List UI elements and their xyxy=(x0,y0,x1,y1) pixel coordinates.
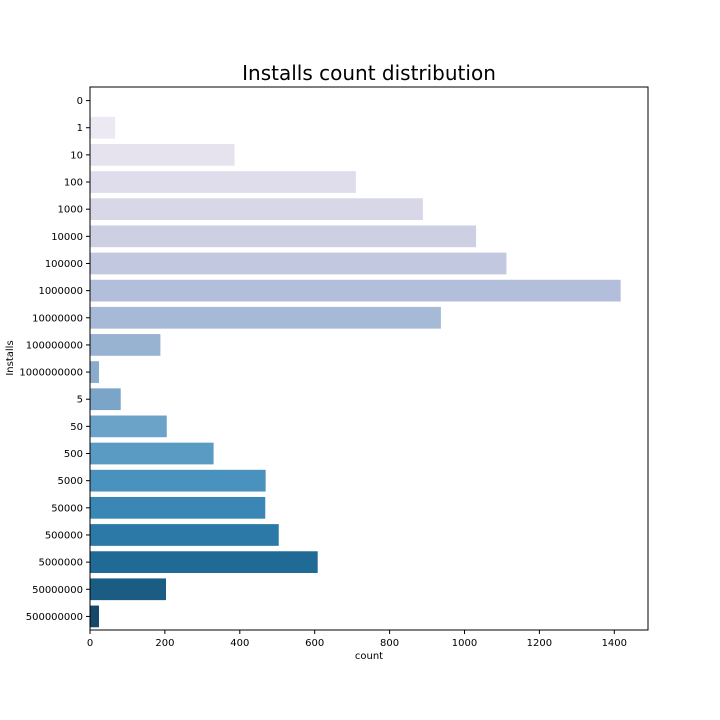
x-tick-label: 400 xyxy=(230,638,249,649)
y-tick-label: 10000000 xyxy=(32,313,83,324)
x-tick-label: 1000 xyxy=(452,638,477,649)
bar-1000000000 xyxy=(90,361,99,383)
y-tick-label: 500000000 xyxy=(26,612,83,623)
y-tick-label: 100 xyxy=(64,178,83,189)
y-tick-label: 1000000000 xyxy=(19,368,83,379)
x-axis-label: count xyxy=(355,651,383,662)
bar-500000000 xyxy=(90,605,99,628)
bar-1000000 xyxy=(90,279,621,302)
bar-1000 xyxy=(90,198,423,221)
y-tick-label: 100000000 xyxy=(26,340,83,351)
y-tick-label: 5 xyxy=(77,395,83,406)
y-axis-label: Installs xyxy=(5,340,16,375)
bars xyxy=(90,89,621,628)
y-tick-label: 10 xyxy=(70,150,83,161)
bar-100000 xyxy=(90,252,507,275)
y-tick-label: 0 xyxy=(77,96,83,107)
y-tick-label: 1 xyxy=(77,123,83,134)
x-tick-label: 800 xyxy=(380,638,399,649)
bar-50000 xyxy=(90,496,266,519)
bar-5 xyxy=(90,388,121,411)
y-tick-label: 50 xyxy=(70,422,83,433)
y-tick-label: 500 xyxy=(64,449,83,460)
x-tick-label: 1200 xyxy=(527,638,552,649)
y-tick-label: 10000 xyxy=(51,232,83,243)
bar-5000 xyxy=(90,469,266,492)
chart-title: Installs count distribution xyxy=(242,61,496,85)
bar-10000000 xyxy=(90,306,441,329)
y-tick-label: 5000000 xyxy=(38,558,83,569)
y-tick-label: 1000 xyxy=(58,205,83,216)
bar-50000000 xyxy=(90,578,167,601)
x-axis: 0 200 400 600 800 1000 1200 1400 xyxy=(87,630,627,649)
plot-frame xyxy=(89,86,649,631)
y-tick-label: 50000 xyxy=(51,503,83,514)
bar-1 xyxy=(90,116,116,139)
y-tick-label: 500000 xyxy=(45,530,83,541)
y-axis: 0 1 10 100 1000 10000 100000 1000000 10000000 100… xyxy=(19,96,90,623)
y-tick-label: 1000000 xyxy=(38,286,83,297)
bar-500000 xyxy=(90,524,279,546)
y-tick-label: 5000 xyxy=(58,476,83,487)
bar-100 xyxy=(90,171,356,193)
bar-100000000 xyxy=(90,334,161,356)
x-tick-label: 0 xyxy=(87,638,93,649)
bar-10 xyxy=(90,144,235,166)
bar-50 xyxy=(90,415,167,438)
y-tick-label: 100000 xyxy=(45,259,83,270)
x-tick-label: 1400 xyxy=(602,638,627,649)
bar-10000 xyxy=(90,225,477,248)
x-tick-label: 200 xyxy=(155,638,174,649)
bar-500 xyxy=(90,442,214,465)
bar-5000000 xyxy=(90,551,318,573)
x-tick-label: 600 xyxy=(305,638,324,649)
y-tick-label: 50000000 xyxy=(32,585,83,596)
